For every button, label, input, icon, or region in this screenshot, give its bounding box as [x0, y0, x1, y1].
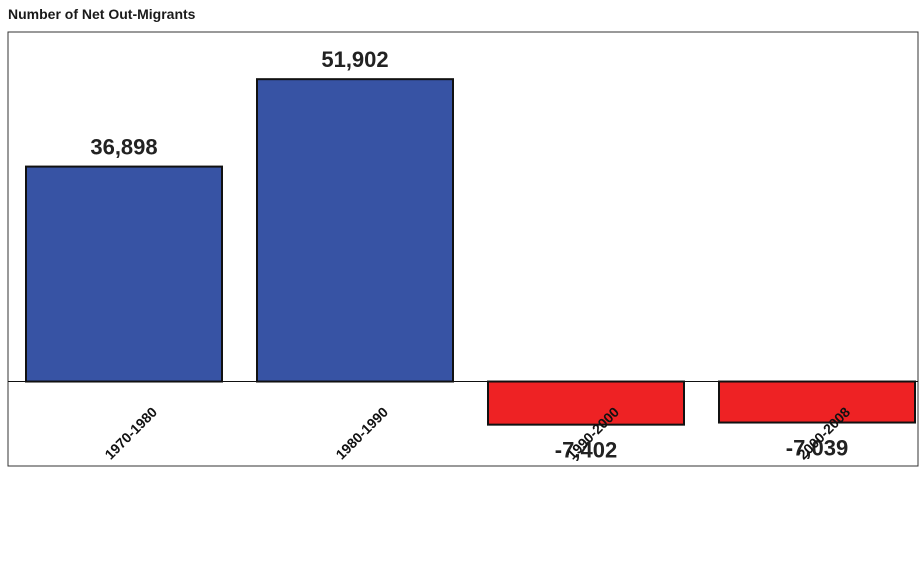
- data-labels-group: 36,898 51,902 -7,402 -7,039: [90, 47, 848, 462]
- bar-1990-2000: [487, 380, 685, 426]
- data-label-1990-2000: -7,402: [555, 438, 617, 463]
- data-label-1970-1980: 36,898: [90, 135, 157, 160]
- x-tick-label-1970-1980: 1970-1980: [101, 404, 160, 463]
- bar-1980-1990: [256, 78, 454, 383]
- plot-frame: [7, 31, 919, 467]
- data-label-2000-2008: -7,039: [786, 436, 848, 461]
- chart-title: Number of Net Out-Migrants: [8, 6, 196, 22]
- bars-group: [25, 78, 916, 426]
- bar-2000-2008: [718, 380, 916, 424]
- bar-1970-1980: [25, 165, 223, 383]
- data-label-1980-1990: 51,902: [321, 47, 388, 72]
- x-tick-label-1980-1990: 1980-1990: [332, 404, 391, 463]
